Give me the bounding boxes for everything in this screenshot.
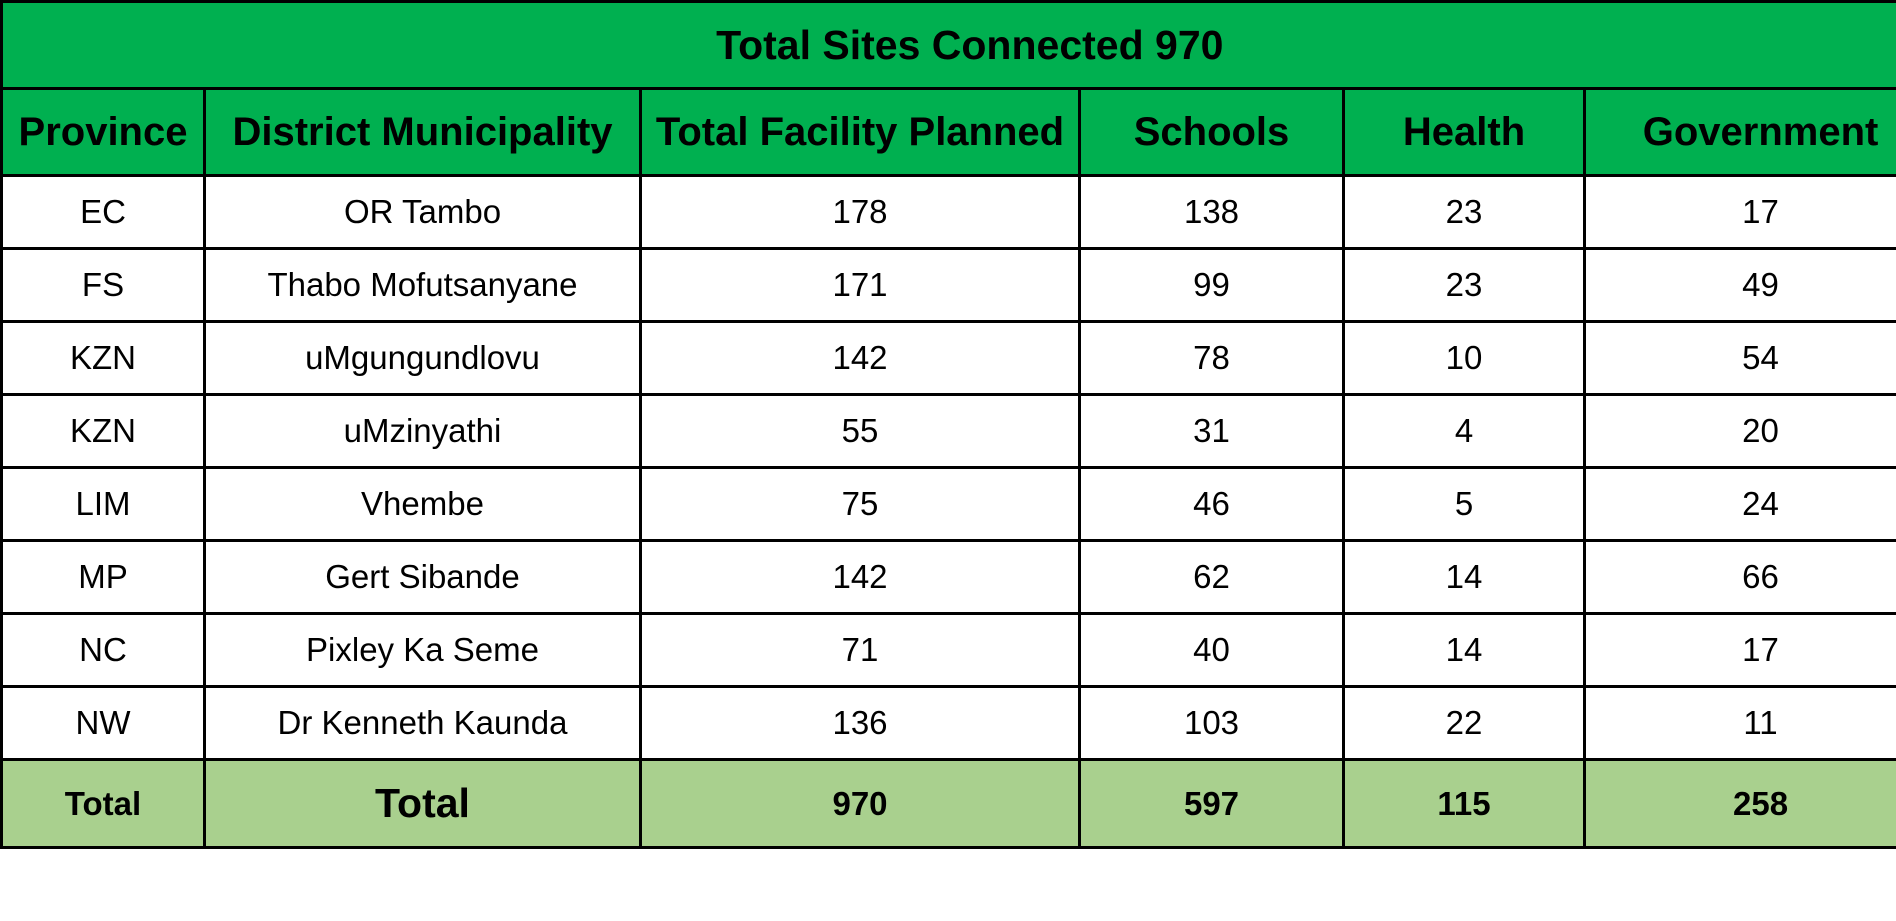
cell-total-planned[interactable]: 142 xyxy=(639,539,1081,615)
cell-health[interactable]: 4 xyxy=(1342,393,1586,469)
header-health[interactable]: Health xyxy=(1342,87,1586,177)
cell-health[interactable]: 23 xyxy=(1342,247,1586,323)
table-row: NC Pixley Ka Seme 71 40 14 17 xyxy=(0,612,1896,688)
cell-government[interactable]: 49 xyxy=(1582,247,1896,323)
cell-health[interactable]: 14 xyxy=(1342,539,1586,615)
cell-province[interactable]: NC xyxy=(0,612,206,688)
total-schools[interactable]: 597 xyxy=(1078,758,1345,849)
sites-connected-table: Total Sites Connected 970 Province Distr… xyxy=(0,0,1896,849)
cell-province[interactable]: EC xyxy=(0,174,206,250)
cell-district[interactable]: Gert Sibande xyxy=(203,539,642,615)
cell-total-planned[interactable]: 178 xyxy=(639,174,1081,250)
table-row: KZN uMzinyathi 55 31 4 20 xyxy=(0,393,1896,469)
cell-province[interactable]: MP xyxy=(0,539,206,615)
title-row: Total Sites Connected 970 xyxy=(0,0,1896,90)
table-title-cell[interactable]: Total Sites Connected 970 xyxy=(0,0,1896,90)
cell-government[interactable]: 20 xyxy=(1582,393,1896,469)
table-row: EC OR Tambo 178 138 23 17 xyxy=(0,174,1896,250)
cell-schools[interactable]: 40 xyxy=(1078,612,1345,688)
cell-schools[interactable]: 138 xyxy=(1078,174,1345,250)
cell-province[interactable]: KZN xyxy=(0,393,206,469)
cell-government[interactable]: 17 xyxy=(1582,612,1896,688)
table-row: KZN uMgungundlovu 142 78 10 54 xyxy=(0,320,1896,396)
total-facility-planned[interactable]: 970 xyxy=(639,758,1081,849)
table-row: FS Thabo Mofutsanyane 171 99 23 49 xyxy=(0,247,1896,323)
cell-total-planned[interactable]: 71 xyxy=(639,612,1081,688)
table-row: LIM Vhembe 75 46 5 24 xyxy=(0,466,1896,542)
cell-schools[interactable]: 62 xyxy=(1078,539,1345,615)
cell-schools[interactable]: 46 xyxy=(1078,466,1345,542)
cell-district[interactable]: Thabo Mofutsanyane xyxy=(203,247,642,323)
cell-province[interactable]: LIM xyxy=(0,466,206,542)
total-label-district[interactable]: Total xyxy=(203,758,642,849)
cell-district[interactable]: Vhembe xyxy=(203,466,642,542)
header-district-municipality[interactable]: District Municipality xyxy=(203,87,642,177)
cell-health[interactable]: 14 xyxy=(1342,612,1586,688)
cell-district[interactable]: Pixley Ka Seme xyxy=(203,612,642,688)
cell-province[interactable]: NW xyxy=(0,685,206,761)
total-government[interactable]: 258 xyxy=(1582,758,1896,849)
cell-total-planned[interactable]: 171 xyxy=(639,247,1081,323)
header-government[interactable]: Government xyxy=(1582,87,1896,177)
table-row: NW Dr Kenneth Kaunda 136 103 22 11 xyxy=(0,685,1896,761)
cell-government[interactable]: 11 xyxy=(1582,685,1896,761)
header-total-facility-planned[interactable]: Total Facility Planned xyxy=(639,87,1081,177)
cell-province[interactable]: KZN xyxy=(0,320,206,396)
total-health[interactable]: 115 xyxy=(1342,758,1586,849)
cell-schools[interactable]: 103 xyxy=(1078,685,1345,761)
cell-schools[interactable]: 31 xyxy=(1078,393,1345,469)
cell-district[interactable]: uMzinyathi xyxy=(203,393,642,469)
table-row: MP Gert Sibande 142 62 14 66 xyxy=(0,539,1896,615)
cell-total-planned[interactable]: 142 xyxy=(639,320,1081,396)
cell-health[interactable]: 10 xyxy=(1342,320,1586,396)
cell-total-planned[interactable]: 136 xyxy=(639,685,1081,761)
total-label-province[interactable]: Total xyxy=(0,758,206,849)
cell-health[interactable]: 5 xyxy=(1342,466,1586,542)
header-schools[interactable]: Schools xyxy=(1078,87,1345,177)
cell-total-planned[interactable]: 75 xyxy=(639,466,1081,542)
cell-district[interactable]: OR Tambo xyxy=(203,174,642,250)
cell-government[interactable]: 54 xyxy=(1582,320,1896,396)
cell-total-planned[interactable]: 55 xyxy=(639,393,1081,469)
cell-government[interactable]: 24 xyxy=(1582,466,1896,542)
spreadsheet-table-view: Total Sites Connected 970 Province Distr… xyxy=(0,0,1896,849)
cell-district[interactable]: Dr Kenneth Kaunda xyxy=(203,685,642,761)
header-province[interactable]: Province xyxy=(0,87,206,177)
cell-health[interactable]: 23 xyxy=(1342,174,1586,250)
cell-schools[interactable]: 99 xyxy=(1078,247,1345,323)
cell-district[interactable]: uMgungundlovu xyxy=(203,320,642,396)
table-title: Total Sites Connected 970 xyxy=(716,21,1224,68)
header-row: Province District Municipality Total Fac… xyxy=(0,87,1896,177)
cell-schools[interactable]: 78 xyxy=(1078,320,1345,396)
cell-government[interactable]: 66 xyxy=(1582,539,1896,615)
totals-row: Total Total 970 597 115 258 xyxy=(0,758,1896,849)
cell-government[interactable]: 17 xyxy=(1582,174,1896,250)
cell-province[interactable]: FS xyxy=(0,247,206,323)
cell-health[interactable]: 22 xyxy=(1342,685,1586,761)
